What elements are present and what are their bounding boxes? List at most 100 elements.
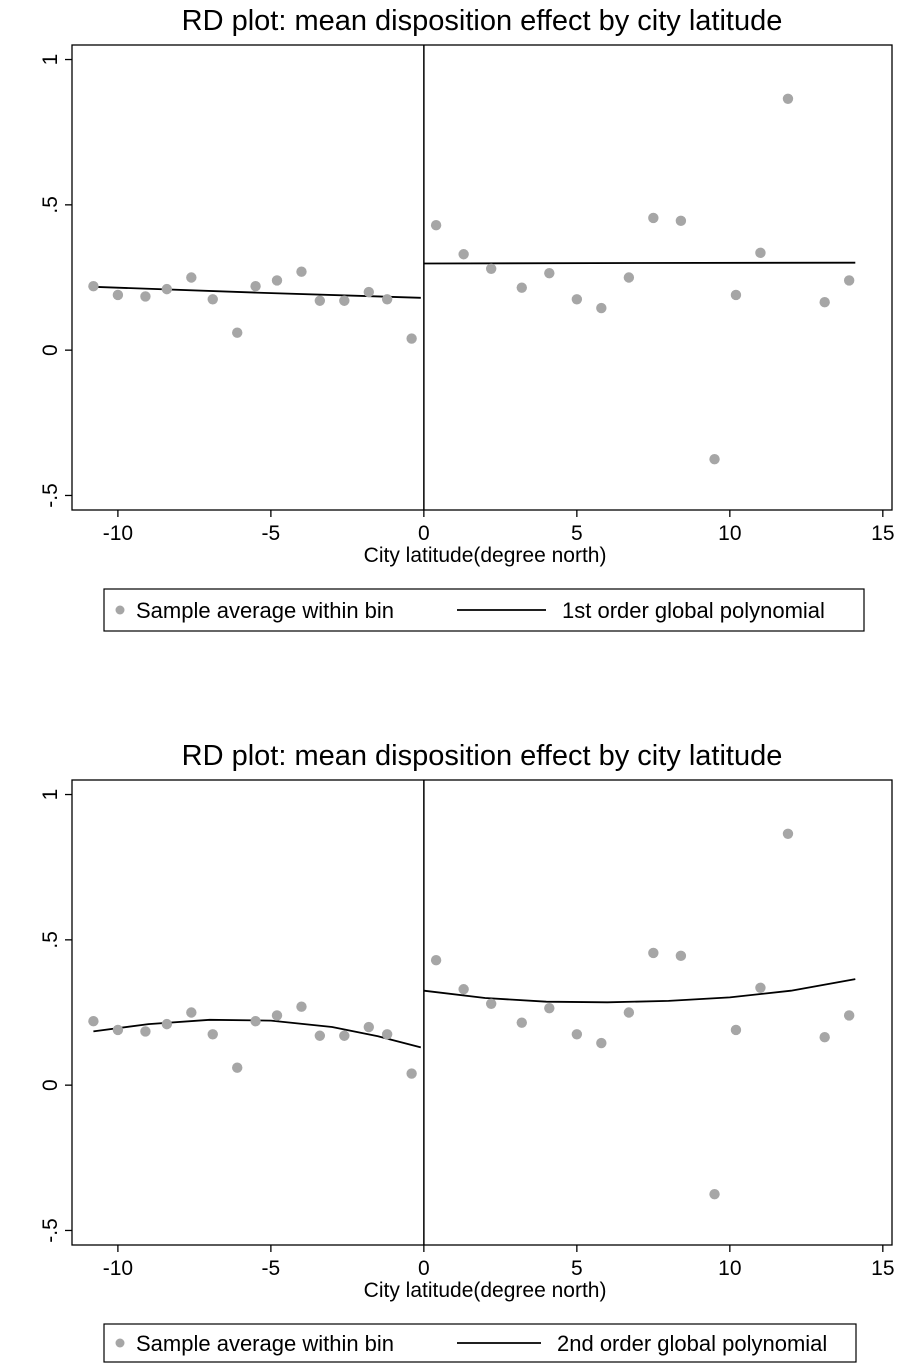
bin-average-point — [381, 294, 393, 305]
fit-line-left — [93, 1018, 422, 1049]
legend-label-points: Sample average within bin — [136, 1331, 394, 1356]
fit-line-right — [423, 978, 856, 1004]
bin-average-point — [363, 1021, 374, 1033]
legend-label-points: Sample average within bin — [136, 598, 394, 623]
y-tick-label: -.5 — [39, 483, 62, 508]
x-tick-label: 0 — [418, 1257, 430, 1280]
fit-line-right — [423, 261, 856, 265]
bin-average-point — [485, 998, 497, 1009]
chart-svg: RD plot: mean disposition effect by city… — [39, 740, 895, 1363]
bin-average-point — [544, 1002, 555, 1014]
bin-average-point — [250, 281, 261, 292]
y-tick-label: 0 — [39, 344, 62, 356]
bin-average-point — [709, 453, 720, 465]
bin-average-point — [544, 267, 555, 279]
rd-plot-1st-order: RD plot: mean disposition effect by city… — [0, 0, 899, 640]
x-tick-label: 0 — [418, 522, 430, 545]
bin-average-point — [207, 1029, 218, 1040]
y-tick-label: -.5 — [39, 1218, 62, 1243]
bin-average-point — [186, 1007, 197, 1018]
bin-average-point — [250, 1016, 261, 1027]
plot-area-frame — [71, 44, 893, 511]
bin-average-point — [186, 272, 197, 283]
bin-average-point — [819, 1032, 830, 1043]
bin-average-point — [381, 1029, 393, 1040]
bin-average-point — [430, 219, 442, 231]
bin-average-point — [140, 291, 151, 302]
bin-average-point — [709, 1188, 720, 1200]
bin-average-point — [755, 982, 766, 993]
bin-average-point — [730, 1024, 742, 1036]
bin-average-point — [516, 1017, 527, 1028]
bin-average-point — [458, 984, 469, 995]
x-axis-label: City latitude(degree north) — [364, 1279, 607, 1302]
chart-title: RD plot: mean disposition effect by city… — [182, 740, 783, 772]
bin-average-point — [339, 1030, 350, 1041]
plot-area-frame — [71, 779, 893, 1246]
bin-average-point — [314, 295, 326, 306]
bin-average-point — [296, 266, 307, 277]
bin-average-point — [819, 297, 830, 308]
x-tick-label: 10 — [718, 1257, 741, 1280]
bin-average-point — [271, 275, 283, 286]
x-tick-label: -5 — [262, 522, 281, 545]
bin-average-point — [571, 1029, 583, 1040]
legend: Sample average within bin 2nd order globa… — [103, 1323, 857, 1363]
bin-average-point — [296, 1001, 307, 1012]
y-tick-label: 1 — [39, 789, 62, 801]
bin-average-point — [782, 828, 794, 839]
bin-average-point — [458, 249, 469, 260]
legend: Sample average within bin 1st order globa… — [103, 588, 865, 632]
bin-average-point — [161, 283, 173, 295]
bin-average-point — [485, 263, 497, 274]
y-tick-label: 1 — [39, 54, 62, 66]
bin-average-point — [112, 289, 124, 301]
bin-average-point — [623, 1007, 635, 1018]
x-tick-label: 15 — [871, 1257, 894, 1280]
y-tick-label: .5 — [39, 196, 62, 214]
legend-label-fit: 2nd order global polynomial — [557, 1331, 827, 1356]
bin-average-point — [430, 954, 442, 966]
bin-average-point — [88, 1016, 99, 1027]
y-tick-label: .5 — [39, 931, 62, 949]
bin-average-point — [675, 950, 687, 962]
bin-average-point — [406, 1068, 417, 1079]
rd-plot-2nd-order: RD plot: mean disposition effect by city… — [0, 735, 899, 1365]
x-tick-label: -10 — [103, 1257, 133, 1280]
bin-average-point — [648, 947, 659, 959]
bin-average-point — [843, 1010, 855, 1021]
bin-average-point — [140, 1026, 151, 1037]
legend-label-fit: 1st order global polynomial — [562, 598, 825, 623]
bin-average-point — [596, 1037, 607, 1049]
bin-average-point — [161, 1018, 173, 1030]
x-tick-label: 10 — [718, 522, 741, 545]
bin-average-point — [314, 1030, 326, 1041]
bin-average-point — [406, 333, 417, 344]
legend-marker-points — [115, 1338, 125, 1348]
bin-average-point — [271, 1010, 283, 1021]
bin-average-point — [596, 302, 607, 314]
legend-marker-points — [115, 605, 125, 615]
bin-average-point — [516, 282, 527, 293]
bin-average-point — [88, 281, 99, 292]
chart-svg: RD plot: mean disposition effect by city… — [39, 5, 895, 632]
bin-average-point — [843, 275, 855, 286]
chart-title: RD plot: mean disposition effect by city… — [182, 5, 783, 37]
bin-average-point — [339, 295, 350, 306]
bin-average-point — [782, 93, 794, 104]
bin-average-point — [675, 215, 687, 227]
x-tick-label: -5 — [262, 1257, 281, 1280]
x-tick-label: 5 — [571, 1257, 583, 1280]
bin-average-point — [730, 289, 742, 301]
bin-average-point — [112, 1024, 124, 1036]
x-tick-label: 5 — [571, 522, 583, 545]
bin-average-point — [755, 247, 766, 258]
bin-average-point — [232, 1062, 243, 1073]
x-tick-label: 15 — [871, 522, 894, 545]
x-tick-label: -10 — [103, 522, 133, 545]
bin-average-point — [232, 327, 243, 338]
bin-average-point — [623, 272, 635, 283]
bin-average-point — [648, 212, 659, 224]
bin-average-point — [363, 286, 374, 298]
bin-average-point — [207, 294, 218, 305]
